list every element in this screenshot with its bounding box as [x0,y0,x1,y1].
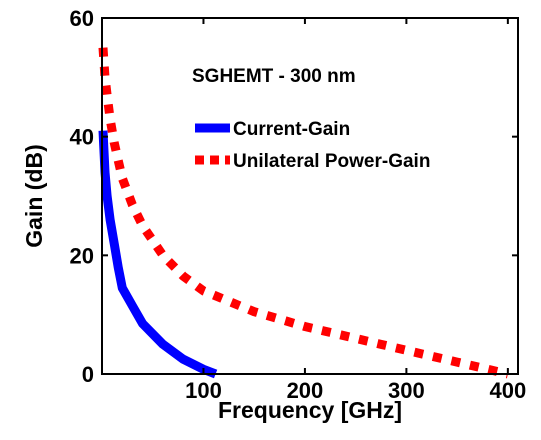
y-axis-label: Gain (dB) [21,144,47,248]
legend-label-unilateral-power-gain: Unilateral Power-Gain [233,151,430,172]
y-tick-label-2: 40 [70,125,94,150]
series-line-current-gain [98,130,218,379]
y-tick-label-3: 60 [70,6,94,31]
y-tick-label-0: 0 [82,362,94,387]
chart-title: SGHEMT - 300 nm [192,66,356,87]
legend: Current-Gain Unilateral Power-Gain [195,119,430,172]
series-layer [98,47,509,379]
x-tick-label-2: 300 [388,378,425,403]
x-tick-label-3: 400 [489,378,526,403]
y-tick-label-1: 20 [70,243,94,268]
tick-layer: 100 200 300 400 0 20 40 60 [70,6,527,403]
x-tick-label-1: 200 [287,378,324,403]
plot-frame [101,17,519,375]
legend-label-current-gain: Current-Gain [233,119,350,140]
x-tick-label-0: 100 [185,378,222,403]
x-axis-label: Frequency [GHz] [218,397,402,423]
series-line-unilateral-power-gain [98,47,509,379]
